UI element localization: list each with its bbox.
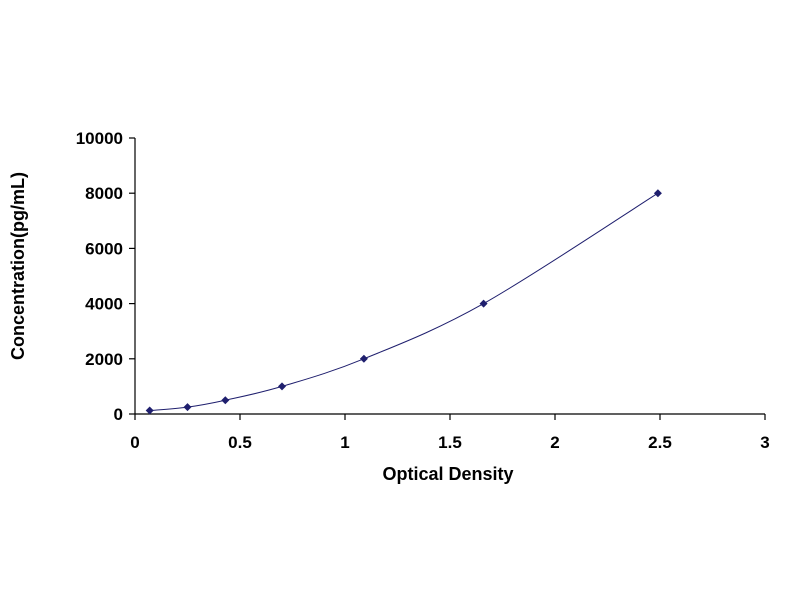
x-tick-label: 1 [340, 433, 349, 452]
x-tick-label: 3 [760, 433, 769, 452]
x-tick-label: 2 [550, 433, 559, 452]
data-point-diamond [359, 354, 368, 363]
data-point-diamond [183, 403, 192, 412]
x-tick-label: 1.5 [438, 433, 462, 452]
x-ticks-group: 0 0.5 1 1.5 2 2.5 3 [130, 414, 770, 452]
y-tick-label: 2000 [85, 350, 123, 369]
x-axis-title: Optical Density [382, 464, 513, 484]
y-tick-label: 0 [114, 405, 123, 424]
x-tick-label: 0 [130, 433, 139, 452]
data-point-diamond [278, 382, 286, 391]
y-tick-label: 10000 [76, 129, 123, 148]
data-point-diamond [221, 396, 230, 405]
axes-group [134, 138, 765, 415]
y-tick-label: 8000 [85, 184, 123, 203]
x-tick-label: 0.5 [228, 433, 252, 452]
y-tick-label: 4000 [85, 295, 123, 314]
data-point-diamond [479, 299, 488, 308]
y-axis-title: Concentration(pg/mL) [8, 172, 28, 360]
x-tick-label: 2.5 [648, 433, 672, 452]
curve-layer [149, 192, 659, 412]
points-layer [145, 189, 662, 415]
y-tick-label: 6000 [85, 239, 123, 258]
fitted-curve [149, 192, 659, 412]
y-ticks-group: 0 2000 4000 6000 8000 10000 [76, 129, 135, 424]
data-point-diamond [145, 406, 154, 415]
data-point-diamond [653, 189, 662, 198]
